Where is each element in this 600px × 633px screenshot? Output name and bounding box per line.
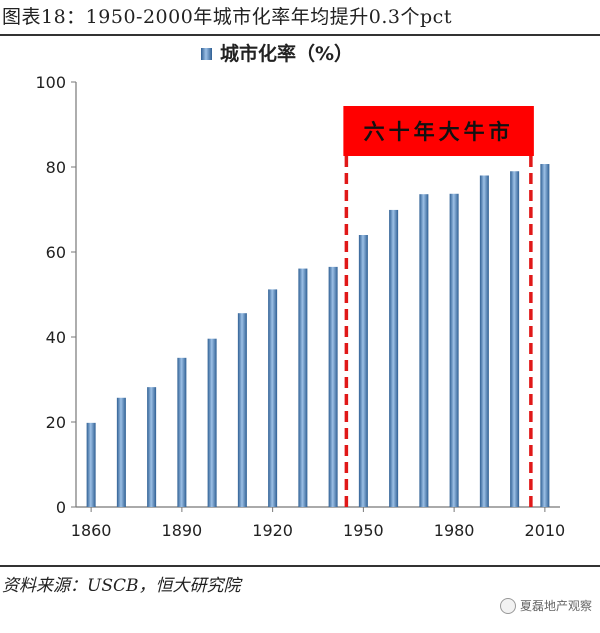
bar-chart: 0 20 40 60 80 100 1860 1890 1920 1950 1980 2010 城市化率… [35, 42, 566, 540]
wechat-icon [499, 597, 516, 614]
annotation-label: 六十年大牛市 [364, 120, 514, 144]
watermark: 夏磊地产观察 [499, 597, 592, 614]
x-tick-label: 1920 [252, 521, 293, 540]
y-tick-label: 100 [35, 73, 66, 92]
bar [86, 422, 96, 507]
y-tick-label: 60 [46, 243, 66, 262]
bottom-rule [0, 565, 600, 567]
bar [268, 289, 278, 507]
bar [328, 266, 338, 507]
bar [298, 268, 308, 507]
bar [358, 235, 368, 507]
x-tick-label: 2010 [525, 521, 566, 540]
y-tick-label: 0 [56, 498, 66, 517]
y-tick-label: 20 [46, 413, 66, 432]
figure-title: 图表18：1950-2000年城市化率年均提升0.3个pct [2, 6, 452, 28]
bar [116, 397, 126, 507]
y-tick-label: 40 [46, 328, 66, 347]
bar [177, 357, 187, 507]
legend-swatch [201, 48, 212, 60]
bar [510, 171, 520, 507]
x-tick-label: 1860 [71, 521, 112, 540]
bar [449, 193, 459, 507]
bar [237, 313, 247, 507]
legend-label: 城市化率（%） [220, 42, 353, 65]
source-note: 资料来源：USCB，恒大研究院 [2, 576, 241, 596]
bar [540, 164, 550, 507]
bar [207, 338, 217, 507]
bar [419, 194, 429, 507]
bar [389, 209, 399, 508]
x-tick-label: 1890 [162, 521, 203, 540]
bar [147, 387, 157, 507]
bar [479, 175, 489, 507]
x-tick-label: 1950 [343, 521, 384, 540]
top-rule [0, 34, 600, 36]
x-tick-label: 1980 [434, 521, 475, 540]
annotation-banner [343, 106, 534, 156]
y-tick-label: 80 [46, 158, 66, 177]
watermark-text: 夏磊地产观察 [519, 599, 592, 613]
